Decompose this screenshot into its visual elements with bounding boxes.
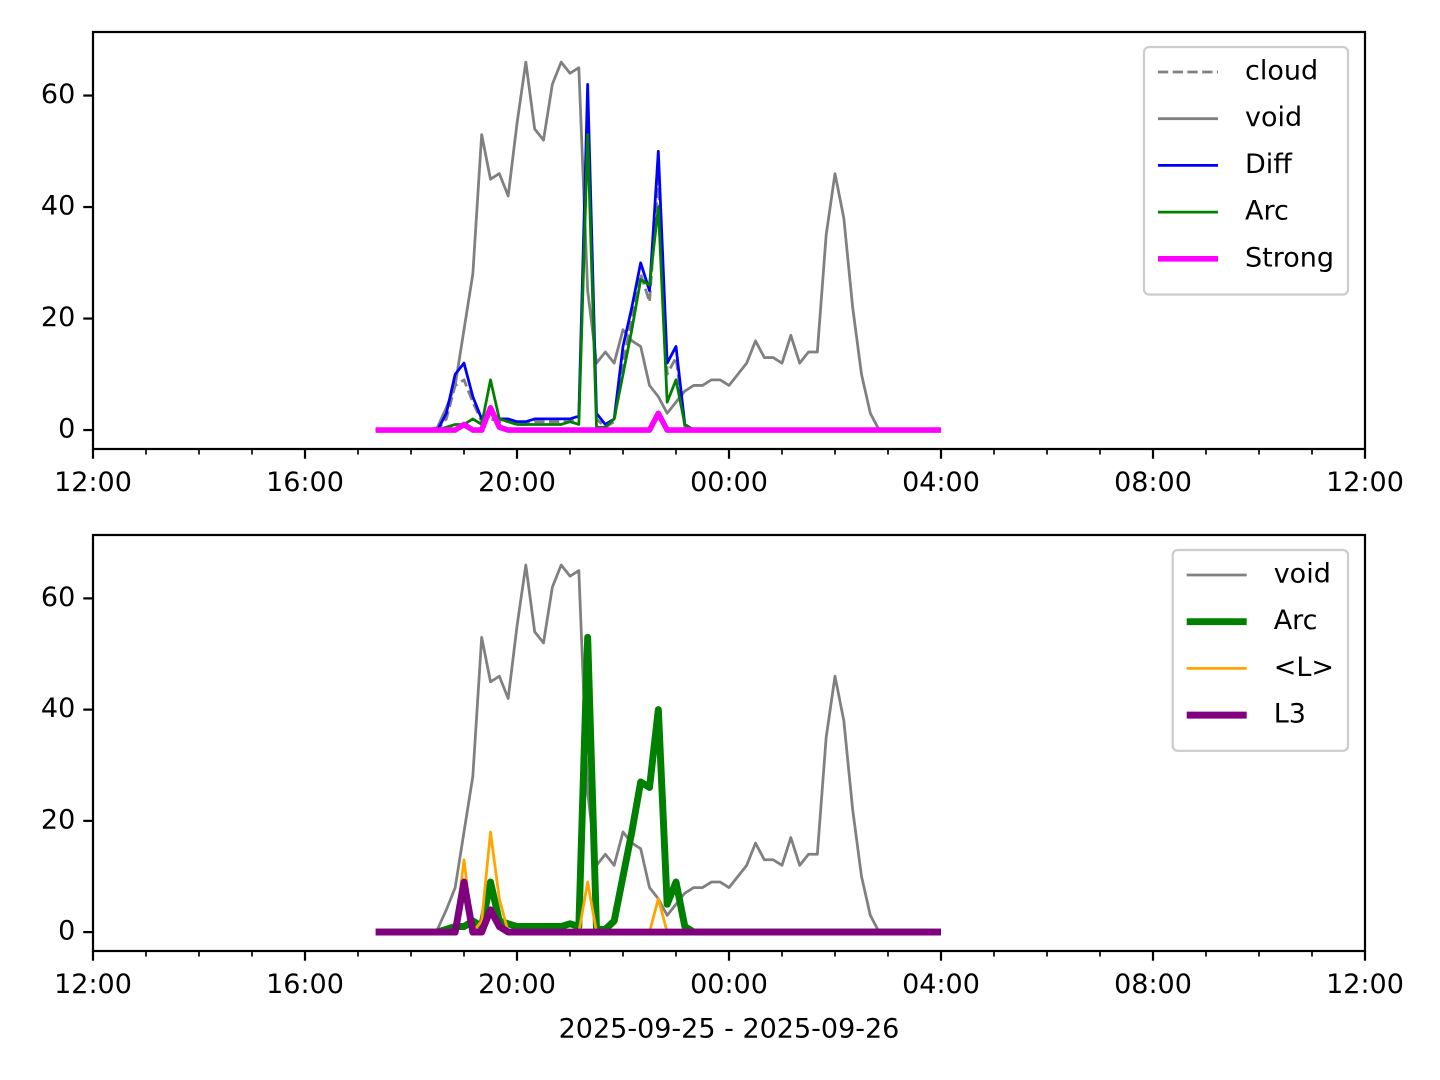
x-tick-label: 12:00 xyxy=(54,467,132,498)
series-line xyxy=(375,60,881,432)
y-tick-label: 60 xyxy=(41,582,75,613)
x-tick-label: 04:00 xyxy=(902,467,980,498)
legend-frame xyxy=(1142,45,1350,296)
x-tick-label: 08:00 xyxy=(1114,969,1192,1000)
y-tick-label: 40 xyxy=(41,191,75,222)
y-tick-label: 60 xyxy=(41,79,75,110)
x-tick-label: 12:00 xyxy=(1326,969,1404,1000)
subplot: 0 20 40 60 12:00 16:00 20:00 00:00 04:00 08:00 12:… xyxy=(41,30,1404,498)
x-tick-label: 12:00 xyxy=(1326,467,1404,498)
legend: cloud void Diff Arc Strong xyxy=(1142,45,1350,296)
x-tick-label: 20:00 xyxy=(478,467,556,498)
series-line xyxy=(375,878,941,936)
legend-label: void xyxy=(1245,102,1302,133)
x-tick-label: 16:00 xyxy=(266,969,344,1000)
x-tick-label: 04:00 xyxy=(902,969,980,1000)
y-tick-label: 0 xyxy=(58,414,75,445)
legend-label: Arc xyxy=(1245,196,1289,227)
y-tick-label: 40 xyxy=(41,693,75,724)
legend-label: L3 xyxy=(1274,699,1306,730)
plot-area xyxy=(375,563,941,936)
legend-label: cloud xyxy=(1245,56,1318,87)
plot-area xyxy=(375,60,941,433)
legend-label: Diff xyxy=(1245,149,1293,180)
x-axis-label: 2025-09-25 - 2025-09-26 xyxy=(559,1014,900,1045)
y-tick-label: 0 xyxy=(58,916,75,947)
x-tick-label: 20:00 xyxy=(478,969,556,1000)
legend-label: void xyxy=(1274,559,1331,590)
legend-label: Arc xyxy=(1274,605,1318,636)
x-tick-label: 16:00 xyxy=(266,467,344,498)
legend: void Arc <L> L3 xyxy=(1171,548,1350,752)
y-tick-label: 20 xyxy=(41,804,75,835)
y-tick-label: 20 xyxy=(41,302,75,333)
legend-frame xyxy=(1171,548,1350,752)
legend-label: Strong xyxy=(1245,242,1334,273)
subplot: 0 20 40 60 12:00 16:00 20:00 00:00 04:00 08:00 12:… xyxy=(41,533,1404,1000)
x-tick-label: 00:00 xyxy=(690,467,768,498)
x-tick-label: 00:00 xyxy=(690,969,768,1000)
legend-label: <L> xyxy=(1274,652,1334,683)
series-line xyxy=(375,404,941,433)
x-tick-label: 08:00 xyxy=(1114,467,1192,498)
x-tick-label: 12:00 xyxy=(54,969,132,1000)
